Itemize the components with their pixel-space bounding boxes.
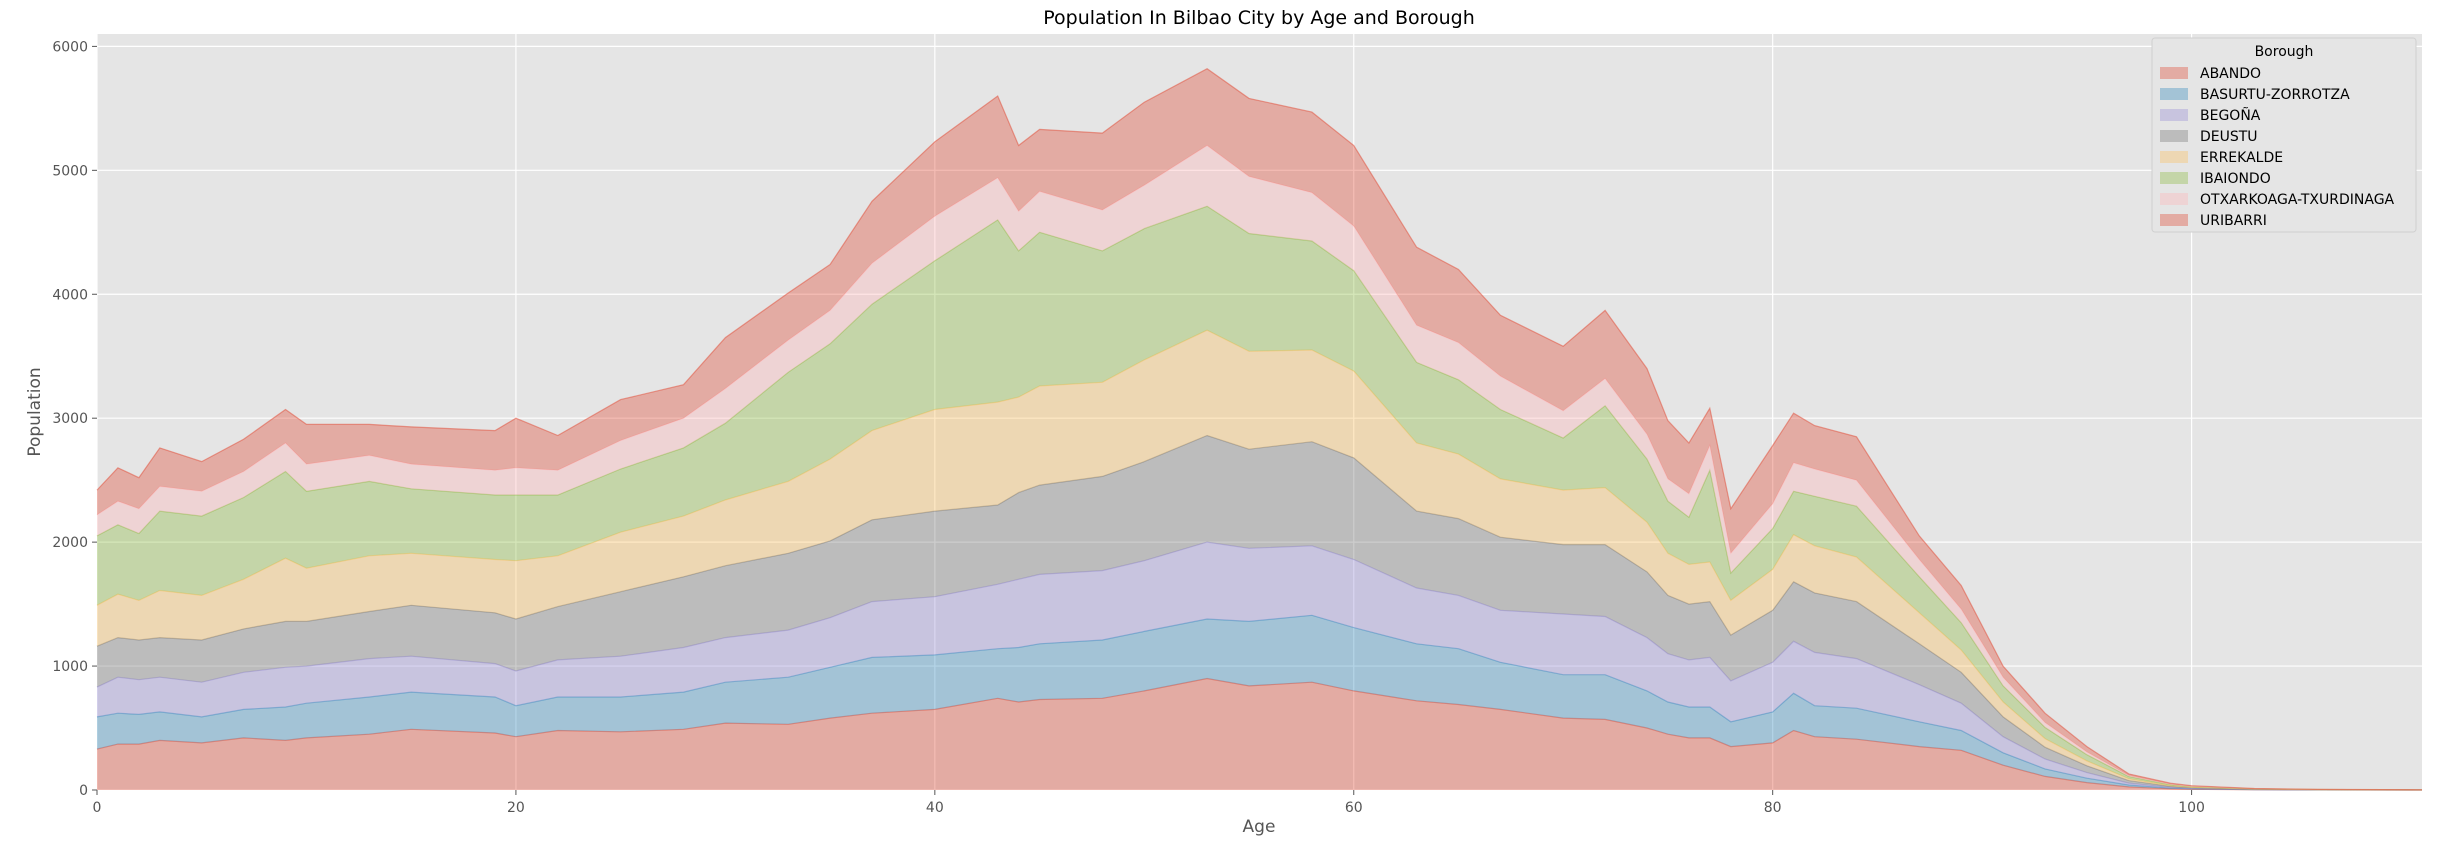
x-tick-label: 0	[93, 800, 102, 816]
line-errekalde	[96, 329, 2423, 791]
area-begoña	[97, 542, 2422, 790]
legend-swatch	[2160, 172, 2188, 184]
area-ibaiondo	[97, 206, 2422, 791]
y-tick-label: 3000	[52, 411, 88, 427]
legend-box	[2151, 37, 2417, 233]
legend-title: Borough	[2255, 44, 2314, 60]
chart-title: Population In Bilbao City by Age and Bor…	[1043, 7, 1475, 29]
legend-swatch	[2160, 130, 2188, 142]
x-tick-label: 60	[1345, 800, 1363, 816]
line-ibaiondo	[96, 205, 2423, 791]
legend-label: BEGOÑA	[2200, 107, 2261, 124]
x-tick-label: 20	[507, 800, 525, 816]
legend-items: ABANDO BASURTU-ZORROTZA BEGOÑA DEUSTU ERREKA…	[2160, 66, 2395, 229]
x-ticks: 0 20 40 60 80 100	[93, 790, 2205, 816]
area-errekalde	[97, 330, 2422, 790]
y-axis-label: Population	[25, 367, 45, 456]
area-abando	[97, 678, 2422, 790]
grid	[96, 34, 2422, 791]
y-ticks: 0 1000 2000 3000 4000 5000 6000	[52, 39, 97, 799]
legend-swatch	[2160, 151, 2188, 163]
x-tick-label: 40	[926, 800, 944, 816]
legend-swatch	[2160, 67, 2188, 79]
y-tick-label: 0	[79, 783, 88, 799]
line-basurtu-zorrotza	[96, 614, 2423, 791]
legend-swatch	[2160, 214, 2188, 226]
y-tick-label: 2000	[52, 535, 88, 551]
legend-swatch	[2160, 109, 2188, 121]
legend-swatch	[2160, 88, 2188, 100]
legend-label: ABANDO	[2200, 66, 2261, 82]
x-tick-label: 100	[2178, 800, 2205, 816]
legend-label: URIBARRI	[2200, 213, 2267, 229]
y-tick-label: 1000	[52, 659, 88, 675]
line-otxarkoaga-txurdinaga	[96, 144, 2423, 791]
line-begoña	[96, 541, 2423, 791]
line-deustu	[96, 434, 2423, 791]
line-uribarri	[96, 67, 2423, 791]
legend-label: IBAIONDO	[2200, 171, 2271, 187]
legend-label: DEUSTU	[2200, 129, 2258, 145]
x-axis-label: Age	[1243, 817, 1276, 837]
x-tick-label: 80	[1764, 800, 1782, 816]
y-tick-label: 6000	[52, 39, 88, 55]
plot-background	[97, 34, 2422, 790]
y-tick-label: 5000	[52, 163, 88, 179]
stacked-areas	[96, 67, 2423, 791]
legend-label: OTXARKOAGA-TXURDINAGA	[2200, 192, 2395, 208]
area-basurtu-zorrotza	[97, 615, 2422, 790]
legend: Borough ABANDO BASURTU-ZORROTZA BEGOÑA DEUS…	[2151, 37, 2417, 233]
legend-label: BASURTU-ZORROTZA	[2200, 87, 2350, 103]
legend-swatch	[2160, 193, 2188, 205]
legend-label: ERREKALDE	[2200, 150, 2283, 166]
area-deustu	[97, 435, 2422, 790]
line-abando	[96, 677, 2423, 791]
y-tick-label: 4000	[52, 287, 88, 303]
